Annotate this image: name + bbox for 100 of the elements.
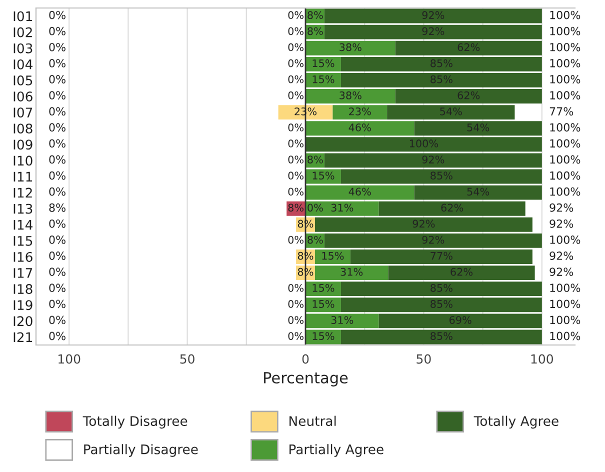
- annotation: 100%: [550, 300, 580, 308]
- data-label: 8%: [308, 236, 323, 244]
- annotation: 100%: [550, 26, 580, 36]
- data-label: 85%: [430, 300, 452, 308]
- y-tick-label: I19: [14, 300, 32, 310]
- annotation: 0%: [49, 10, 66, 20]
- data-label: 46%: [348, 188, 371, 196]
- y-tick-label: I14: [14, 220, 32, 230]
- annotation: 100%: [550, 236, 580, 244]
- data-label: 69%: [449, 316, 472, 324]
- data-label: 15%: [322, 252, 344, 260]
- annotation: 92%: [550, 203, 574, 212]
- annotation: 0%: [49, 42, 66, 52]
- data-label: 15%: [312, 172, 334, 180]
- y-tick-label: I05: [14, 75, 32, 86]
- annotation: 100%: [550, 139, 580, 148]
- x-axis-title: Percentage: [264, 372, 348, 386]
- annotation: 8%: [49, 203, 66, 212]
- legend-label: Totally Agree: [474, 416, 558, 429]
- annotation: 0%: [49, 123, 66, 132]
- annotation: 100%: [550, 10, 580, 20]
- data-label: 85%: [430, 284, 452, 292]
- data-label: 0%: [288, 332, 304, 340]
- annotation: 0%: [49, 91, 66, 100]
- annotation: 0%: [49, 187, 66, 196]
- y-tick-label: I17: [14, 268, 32, 278]
- legend-label: Totally Disagree: [82, 416, 188, 429]
- annotation: 92%: [550, 219, 574, 228]
- data-label: 62%: [458, 43, 480, 52]
- data-label: 38%: [340, 43, 362, 52]
- annotation: 100%: [550, 123, 580, 132]
- data-label: 8%: [288, 204, 304, 212]
- data-label: 15%: [312, 59, 334, 68]
- annotation: 0%: [49, 300, 66, 308]
- data-label: 0%: [288, 188, 304, 196]
- legend-label: Partially Disagree: [84, 444, 198, 457]
- data-label: 92%: [422, 11, 444, 20]
- y-tick-label: I10: [14, 156, 32, 166]
- data-label: 38%: [340, 91, 362, 100]
- data-label: 85%: [430, 172, 452, 180]
- data-label: 15%: [312, 284, 334, 292]
- annotation: 0%: [49, 316, 66, 324]
- y-tick-label: I21: [14, 332, 32, 342]
- data-label: 31%: [340, 268, 363, 276]
- data-label: 62%: [441, 204, 464, 212]
- annotation: 77%: [550, 107, 574, 116]
- data-label: 92%: [412, 220, 435, 228]
- y-tick-label: I11: [14, 172, 32, 182]
- annotation: 0%: [49, 284, 66, 292]
- annotation: 92%: [550, 268, 574, 276]
- x-tick-label: 100: [531, 354, 554, 364]
- data-label: 0%: [288, 236, 304, 244]
- annotation: 100%: [550, 42, 580, 52]
- data-label: 0%: [288, 300, 304, 308]
- annotation: 0%: [49, 332, 66, 340]
- bar: [340, 330, 542, 344]
- annotation: 100%: [550, 171, 580, 180]
- y-tick-label: I18: [14, 284, 32, 294]
- x-tick-label: 50: [416, 354, 431, 364]
- annotation: 0%: [49, 139, 66, 148]
- data-label: 0%: [288, 11, 304, 20]
- data-label: 77%: [430, 252, 452, 260]
- data-label: 92%: [422, 27, 444, 36]
- x-tick-label: 100: [58, 354, 80, 364]
- annotation: 100%: [550, 91, 580, 100]
- annotation: 100%: [550, 332, 580, 340]
- legend-label: Neutral: [290, 416, 336, 426]
- y-tick-label: I16: [14, 252, 32, 262]
- y-tick-label: I02: [14, 27, 32, 38]
- data-label: 15%: [312, 75, 334, 84]
- data-label: 0%: [288, 156, 304, 164]
- annotation: 0%: [49, 58, 66, 68]
- annotation: 0%: [49, 155, 66, 164]
- y-tick-label: I06: [14, 91, 32, 102]
- data-label: 8%: [308, 156, 323, 164]
- data-label: 54%: [440, 107, 462, 116]
- data-label: 46%: [348, 124, 371, 132]
- data-label: 0%: [288, 59, 304, 68]
- data-label: 0%: [308, 204, 323, 212]
- annotation: 100%: [550, 284, 580, 292]
- data-label: 0%: [288, 91, 304, 100]
- data-label: 54%: [467, 188, 490, 196]
- data-label: 54%: [467, 124, 490, 132]
- annotation: 0%: [49, 171, 66, 180]
- data-label: 0%: [288, 43, 304, 52]
- data-label: 8%: [308, 11, 323, 20]
- data-label: 0%: [288, 75, 304, 84]
- data-label: 23%: [349, 107, 371, 116]
- annotation: 100%: [550, 58, 580, 68]
- y-tick-label: I07: [14, 108, 32, 118]
- data-label: 31%: [331, 316, 354, 324]
- annotation: 0%: [49, 75, 66, 84]
- annotation: 0%: [49, 268, 66, 276]
- annotation: 100%: [550, 155, 580, 164]
- data-label: 0%: [288, 316, 304, 324]
- x-tick-label: 0: [302, 354, 309, 364]
- annotation: 0%: [49, 219, 66, 228]
- bar: [324, 8, 542, 24]
- annotation: 0%: [49, 252, 66, 260]
- annotation: 92%: [550, 252, 574, 260]
